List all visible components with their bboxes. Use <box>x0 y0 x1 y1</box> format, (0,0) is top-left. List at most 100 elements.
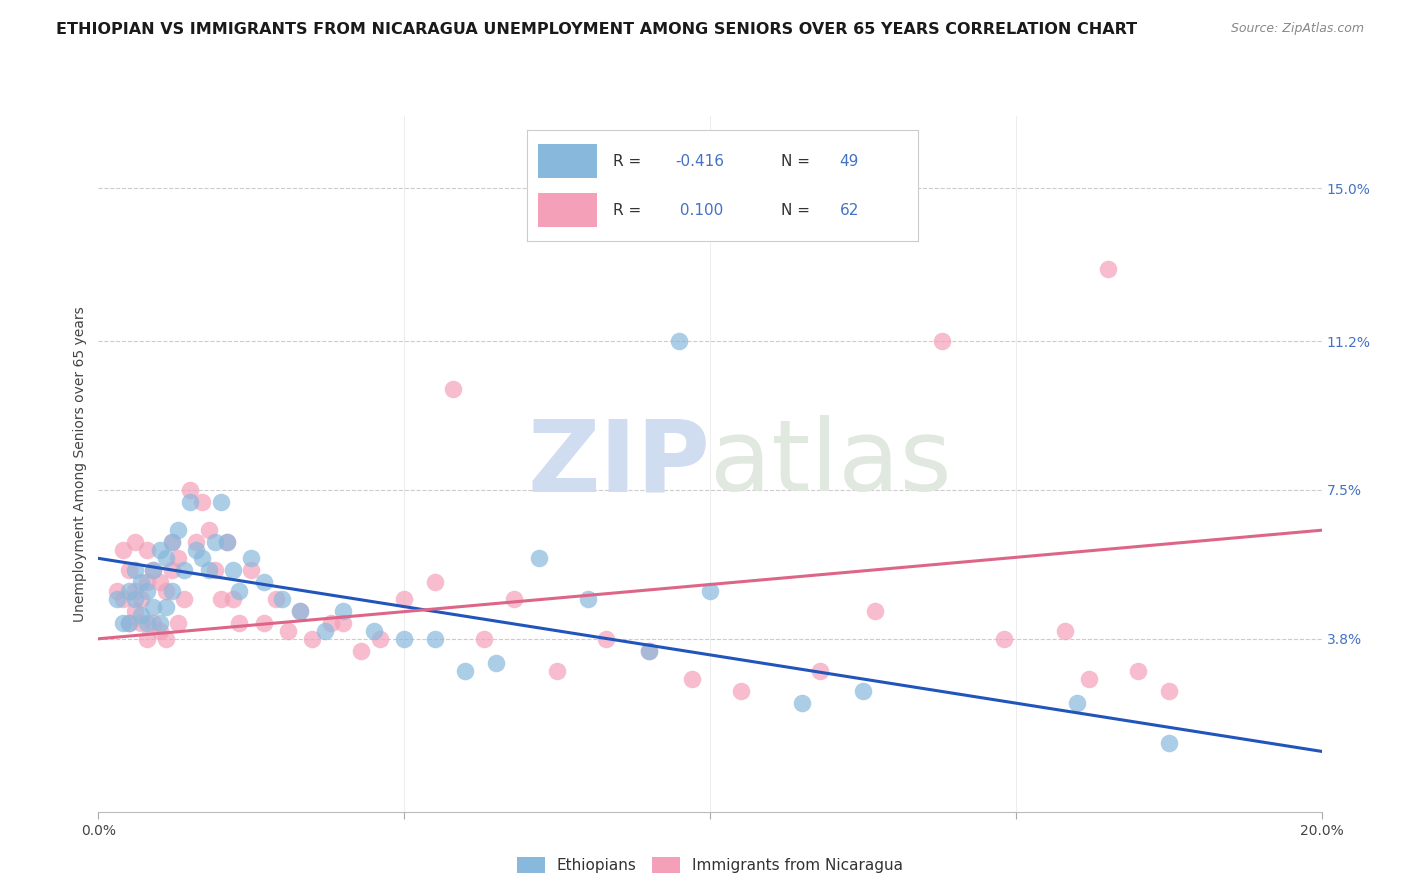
Point <box>142 615 165 630</box>
Point <box>290 604 312 618</box>
Point <box>852 684 875 698</box>
Point <box>124 563 146 577</box>
Point <box>167 615 190 630</box>
Point <box>197 563 219 577</box>
Point <box>111 543 134 558</box>
Point <box>124 583 146 598</box>
Point <box>222 563 245 577</box>
Point <box>1078 672 1101 686</box>
Point <box>149 543 172 558</box>
Text: ZIP: ZIP <box>527 416 710 512</box>
Point <box>191 495 214 509</box>
Point <box>186 543 208 558</box>
Point <box>228 615 250 630</box>
Point <box>1066 696 1088 710</box>
Point <box>167 523 190 537</box>
Point <box>179 483 201 497</box>
Point <box>332 604 354 618</box>
Point <box>209 495 232 509</box>
Point <box>595 632 617 646</box>
Point <box>301 632 323 646</box>
Point <box>314 624 336 638</box>
Point <box>637 644 661 658</box>
Point <box>105 583 128 598</box>
Point <box>204 563 226 577</box>
Point <box>863 604 886 618</box>
Point <box>790 696 813 710</box>
Point <box>350 644 373 658</box>
Point <box>485 656 508 670</box>
Text: atlas: atlas <box>710 416 952 512</box>
Point <box>215 535 238 549</box>
Point <box>240 563 263 577</box>
Point <box>264 591 287 606</box>
Point <box>149 615 172 630</box>
Point <box>546 664 568 678</box>
Point <box>142 563 165 577</box>
Point <box>1053 624 1076 638</box>
Point <box>197 523 219 537</box>
Point <box>186 535 208 549</box>
Point <box>160 563 183 577</box>
Text: ETHIOPIAN VS IMMIGRANTS FROM NICARAGUA UNEMPLOYMENT AMONG SENIORS OVER 65 YEARS : ETHIOPIAN VS IMMIGRANTS FROM NICARAGUA U… <box>56 22 1137 37</box>
Point <box>179 495 201 509</box>
Point <box>124 591 146 606</box>
Point <box>160 583 183 598</box>
Point <box>668 334 690 348</box>
Point <box>142 563 165 577</box>
Point <box>149 575 172 590</box>
Point <box>681 672 703 686</box>
Point <box>368 632 391 646</box>
Point <box>423 632 446 646</box>
Point <box>1097 261 1119 276</box>
Point <box>228 583 250 598</box>
Text: Source: ZipAtlas.com: Source: ZipAtlas.com <box>1230 22 1364 36</box>
Point <box>423 575 446 590</box>
Point <box>111 591 134 606</box>
Point <box>191 551 214 566</box>
Point <box>129 615 152 630</box>
Point <box>252 615 274 630</box>
Point <box>252 575 274 590</box>
Point <box>270 591 292 606</box>
Point <box>363 624 385 638</box>
Point <box>1128 664 1150 678</box>
Point <box>129 607 152 622</box>
Point <box>392 632 416 646</box>
Point <box>136 583 159 598</box>
Point <box>215 535 238 549</box>
Point <box>392 591 416 606</box>
Point <box>136 575 159 590</box>
Point <box>472 632 495 646</box>
Point <box>1157 736 1180 750</box>
Point <box>118 615 141 630</box>
Point <box>118 563 141 577</box>
Point <box>503 591 526 606</box>
Point <box>637 644 661 658</box>
Point <box>136 543 159 558</box>
Point <box>149 624 172 638</box>
Point <box>160 535 183 549</box>
Point <box>155 599 177 614</box>
Point <box>332 615 354 630</box>
Point <box>142 599 165 614</box>
Point <box>204 535 226 549</box>
Point <box>167 551 190 566</box>
Point <box>1157 684 1180 698</box>
Y-axis label: Unemployment Among Seniors over 65 years: Unemployment Among Seniors over 65 years <box>73 306 87 622</box>
Point <box>441 383 464 397</box>
Point <box>699 583 721 598</box>
Point <box>118 615 141 630</box>
Point <box>993 632 1015 646</box>
Point <box>155 583 177 598</box>
Point <box>527 551 550 566</box>
Point <box>209 591 232 606</box>
Point <box>730 684 752 698</box>
Point <box>136 632 159 646</box>
Point <box>136 615 159 630</box>
Point <box>173 591 195 606</box>
Point <box>124 604 146 618</box>
Point <box>290 604 312 618</box>
Point <box>277 624 299 638</box>
Point <box>240 551 263 566</box>
